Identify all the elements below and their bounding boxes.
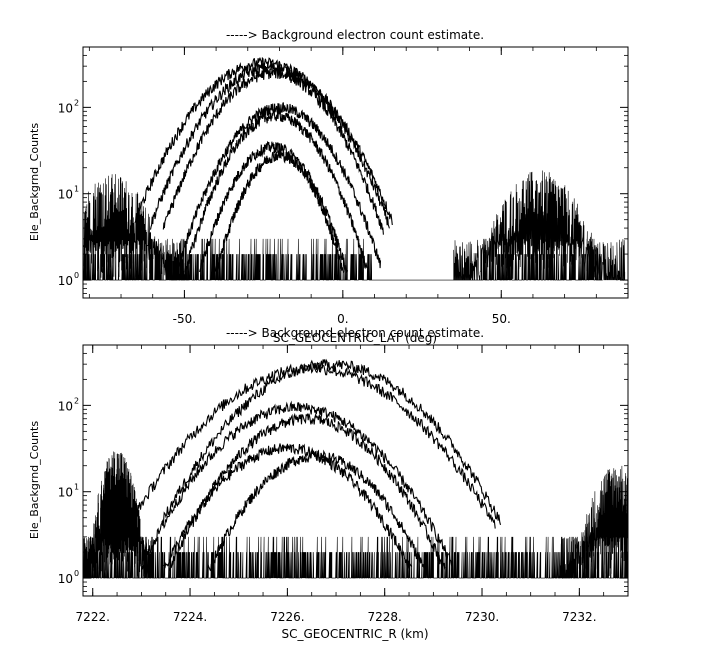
- panel-top-ytick-exp-2: 2: [74, 98, 79, 107]
- panel-bottom-side-bump-1: [559, 465, 628, 579]
- panel-top-side-bump-1: [453, 170, 626, 282]
- panel-top-ytick-label-0: 10: [58, 274, 73, 288]
- panel-top-ytick-exp-0: 0: [74, 271, 79, 280]
- panel-top-xlabel: SC_GEOCENTRIC_LAT (deg): [273, 331, 437, 345]
- panel-bottom-ytick-label-2: 10: [58, 399, 73, 413]
- panel-bottom-ytick-label-0: 10: [58, 572, 73, 586]
- panel-bottom: -----> Background electron count estimat…: [28, 326, 629, 641]
- panel-bottom-series-1: [127, 363, 496, 529]
- panel-top-side-bump-0: [83, 174, 188, 281]
- panel-bottom-ytick-exp-2: 2: [74, 396, 79, 405]
- panel-bottom-noise-floor: [82, 536, 628, 579]
- panel-bottom-xtick-label-3: 7228.: [368, 610, 402, 624]
- panel-top-frame: [82, 46, 629, 299]
- panel-bottom-ytick-exp-1: 1: [74, 483, 79, 492]
- panel-bottom-ylabel: Ele_Backgrnd_Counts: [28, 421, 41, 539]
- panel-bottom-series-5: [207, 449, 427, 572]
- panel-bottom-xtick-label-5: 7232.: [562, 610, 596, 624]
- panel-top-series-3: [177, 102, 382, 269]
- panel-top-ylabel: Ele_Backgrnd_Counts: [28, 123, 41, 241]
- panel-bottom-ytick-label-1: 10: [58, 486, 73, 500]
- panel-top-xtick-label-0: -50.: [173, 312, 196, 326]
- panel-bottom-series-2: [141, 400, 453, 570]
- panel-bottom-xtick-label-2: 7226.: [270, 610, 304, 624]
- panel-top-series-2: [162, 67, 384, 235]
- panel-bottom-frame: [82, 344, 629, 597]
- panel-bottom-side-bump-0: [82, 451, 154, 579]
- panel-bottom-xtick-label-0: 7222.: [76, 610, 110, 624]
- panel-bottom-series-0: [161, 358, 502, 526]
- panel-top-title: -----> Background electron count estimat…: [226, 28, 484, 42]
- panel-top: -----> Background electron count estimat…: [28, 28, 629, 345]
- panel-top-series-5: [198, 140, 349, 273]
- panel-top-ytick-label-1: 10: [58, 188, 73, 202]
- panel-top-series-6: [215, 150, 345, 274]
- panel-top-series-4: [184, 109, 368, 273]
- panel-top-ytick-exp-1: 1: [74, 185, 79, 194]
- panel-bottom-xtick-label-4: 7230.: [465, 610, 499, 624]
- panel-bottom-xlabel: SC_GEOCENTRIC_R (km): [282, 627, 429, 641]
- panel-top-series-1: [149, 62, 390, 230]
- panel-bottom-ytick-exp-0: 0: [74, 569, 79, 578]
- panel-top-xtick-label-2: 50.: [492, 312, 511, 326]
- panel-bottom-series-3: [168, 412, 446, 572]
- panel-bottom-xtick-label-1: 7224.: [173, 610, 207, 624]
- panel-top-ytick-label-2: 10: [58, 101, 73, 115]
- panel-top-xtick-label-1: 0.: [337, 312, 348, 326]
- panel-bottom-series-4: [162, 443, 413, 569]
- panel-bottom-title: -----> Background electron count estimat…: [226, 326, 484, 340]
